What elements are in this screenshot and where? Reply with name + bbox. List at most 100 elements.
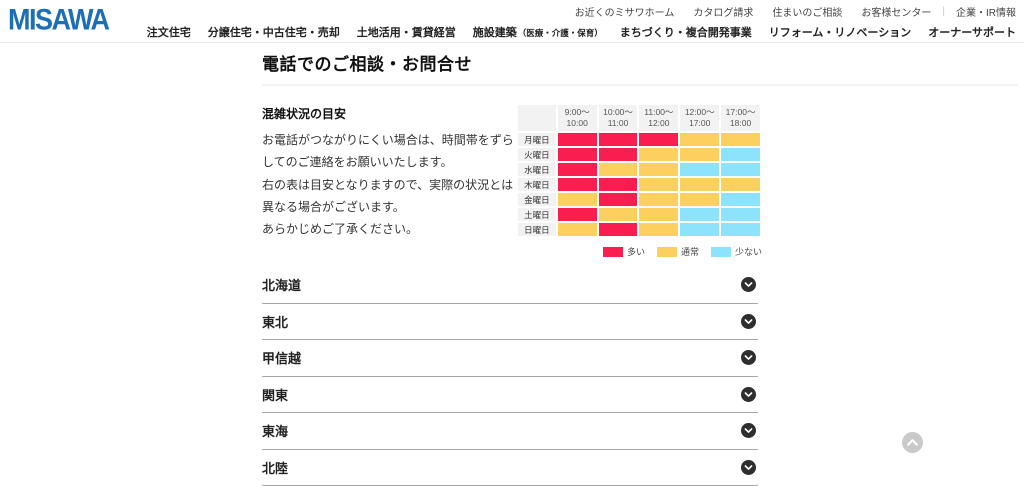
region-accordion-item[interactable]: 北海道: [262, 267, 758, 304]
time-column-header: 11:00～ 12:00: [639, 105, 678, 131]
congestion-cell: [639, 223, 678, 236]
congestion-legend: 多い通常少ない: [516, 245, 762, 258]
table-corner-cell: [518, 105, 556, 131]
congestion-cell: [721, 208, 760, 221]
utility-nav: お近くのミサワホーム カタログ請求 住まいのご相談 お客様センター | 企業・IR情報: [575, 4, 1016, 19]
utility-nav-link[interactable]: お客様センター: [861, 4, 931, 19]
utility-nav-link[interactable]: 企業・IR情報: [956, 4, 1016, 19]
congestion-cell: [680, 193, 719, 206]
day-label: 土曜日: [518, 208, 556, 221]
legend-item: 少ない: [711, 245, 762, 258]
region-accordion-item[interactable]: 東北: [262, 304, 758, 341]
congestion-cell: [558, 163, 597, 176]
legend-swatch: [657, 247, 677, 257]
region-accordion: 北海道東北甲信越関東東海北陸: [262, 267, 758, 486]
utility-nav-link[interactable]: お近くのミサワホーム: [575, 4, 675, 19]
day-label: 火曜日: [518, 148, 556, 161]
day-label: 月曜日: [518, 133, 556, 146]
site-header: MISAWA お近くのミサワホーム カタログ請求 住まいのご相談 お客様センター | 企業…: [0, 0, 1024, 43]
congestion-cell: [680, 223, 719, 236]
chevron-down-circle-icon: [741, 350, 756, 365]
congestion-paragraph: 右の表は目安となりますので、実際の状況とは異なる場合がございます。: [262, 174, 514, 218]
congestion-cell: [721, 193, 760, 206]
region-label: 北海道: [262, 275, 301, 294]
misawa-logo[interactable]: MISAWA: [8, 4, 109, 37]
region-label: 東海: [262, 421, 288, 440]
main-nav-sublabel: （医療・介護・保育）: [518, 28, 603, 38]
region-label: 関東: [262, 385, 288, 404]
congestion-cell: [721, 178, 760, 191]
table-row: 火曜日: [518, 148, 760, 161]
region-label: 北陸: [262, 458, 288, 477]
day-label: 水曜日: [518, 163, 556, 176]
region-label: 甲信越: [262, 348, 301, 367]
day-label: 木曜日: [518, 178, 556, 191]
main-nav-link[interactable]: 分譲住宅・中古住宅・売却: [208, 24, 340, 40]
main-nav-link[interactable]: まちづくり・複合開発事業: [620, 24, 752, 40]
congestion-cell: [680, 148, 719, 161]
congestion-cell: [558, 208, 597, 221]
congestion-cell: [558, 148, 597, 161]
main-nav: 注文住宅 分譲住宅・中古住宅・売却 土地活用・賃貸経営 施設建築（医療・介護・保育） ま…: [147, 24, 1016, 40]
table-row: 月曜日: [518, 133, 760, 146]
main-nav-link[interactable]: リフォーム・リノベーション: [769, 24, 911, 40]
table-row: 金曜日: [518, 193, 760, 206]
chevron-down-circle-icon: [741, 314, 756, 329]
congestion-cell: [639, 133, 678, 146]
congestion-cell: [680, 133, 719, 146]
chevron-down-circle-icon: [741, 277, 756, 292]
title-divider: [262, 84, 1018, 86]
congestion-cell: [599, 133, 638, 146]
congestion-cell: [599, 178, 638, 191]
time-column-header: 9:00～ 10:00: [558, 105, 597, 131]
table-row: 日曜日: [518, 223, 760, 236]
congestion-cell: [721, 148, 760, 161]
congestion-paragraph: あらかじめご了承ください。: [262, 218, 514, 240]
congestion-cell: [721, 163, 760, 176]
congestion-cell: [639, 163, 678, 176]
congestion-cell: [721, 133, 760, 146]
legend-item: 通常: [657, 245, 699, 258]
page-title: 電話でのご相談・お問合せ: [262, 50, 1018, 75]
congestion-section: 混雑状況の目安 お電話がつながりにくい場合は、時間帯をずらしてのご連絡をお願いい…: [262, 103, 762, 257]
utility-nav-link[interactable]: 住まいのご相談: [772, 4, 842, 19]
legend-swatch: [711, 247, 731, 257]
chevron-down-circle-icon: [741, 423, 756, 438]
congestion-cell: [680, 208, 719, 221]
congestion-cell: [558, 178, 597, 191]
congestion-cell: [558, 133, 597, 146]
region-label: 東北: [262, 312, 288, 331]
table-row: 土曜日: [518, 208, 760, 221]
congestion-heading: 混雑状況の目安: [262, 103, 514, 125]
congestion-cell: [639, 208, 678, 221]
congestion-paragraph: お電話がつながりにくい場合は、時間帯をずらしてのご連絡をお願いいたします。: [262, 129, 514, 173]
congestion-cell: [558, 223, 597, 236]
region-accordion-item[interactable]: 関東: [262, 377, 758, 414]
congestion-cell: [599, 193, 638, 206]
congestion-description: お電話がつながりにくい場合は、時間帯をずらしてのご連絡をお願いいたします。右の表…: [262, 129, 514, 240]
legend-label: 多い: [627, 245, 645, 258]
congestion-table-body: 月曜日火曜日水曜日木曜日金曜日土曜日日曜日: [518, 133, 760, 236]
congestion-cell: [639, 148, 678, 161]
main-nav-link[interactable]: オーナーサポート: [928, 24, 1016, 40]
time-column-header: 12:00～ 17:00: [680, 105, 719, 131]
utility-nav-link[interactable]: カタログ請求: [693, 4, 753, 19]
chevron-down-circle-icon: [741, 387, 756, 402]
table-row: 木曜日: [518, 178, 760, 191]
region-accordion-item[interactable]: 東海: [262, 413, 758, 450]
nav-separator: |: [942, 6, 945, 17]
time-column-header: 17:00～ 18:00: [721, 105, 760, 131]
scroll-top-button[interactable]: [902, 432, 923, 453]
table-row: 水曜日: [518, 163, 760, 176]
congestion-cell: [680, 163, 719, 176]
main-nav-link[interactable]: 注文住宅: [147, 24, 191, 40]
legend-swatch: [603, 247, 623, 257]
congestion-cell: [558, 193, 597, 206]
congestion-cell: [599, 223, 638, 236]
region-accordion-item[interactable]: 甲信越: [262, 340, 758, 377]
main-nav-link[interactable]: 施設建築（医療・介護・保育）: [473, 24, 603, 40]
main-nav-link[interactable]: 土地活用・賃貸経営: [357, 24, 456, 40]
congestion-cell: [639, 193, 678, 206]
